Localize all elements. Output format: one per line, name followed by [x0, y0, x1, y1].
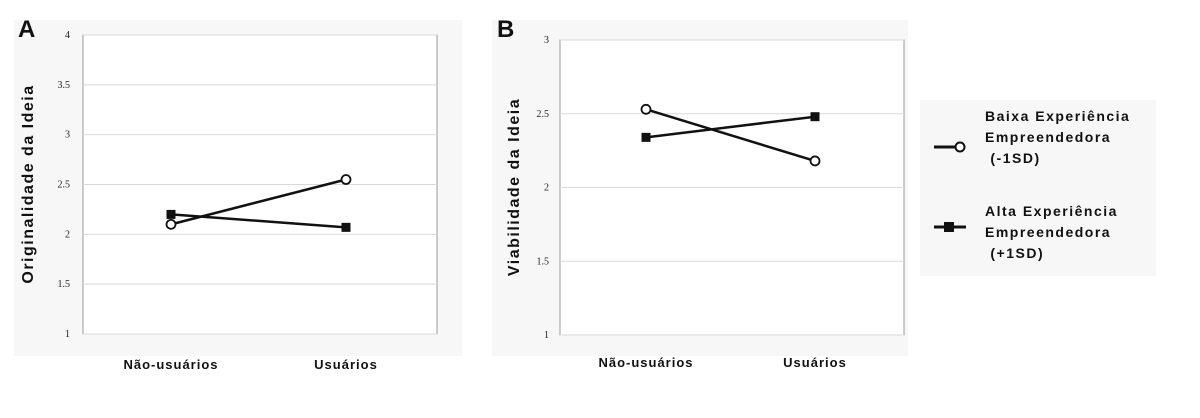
legend-low-line-3: (-1SD) [985, 150, 1041, 166]
legend-low-line-1: Baixa Experiência [985, 108, 1130, 124]
panel-a-x-tick-labels: Não-usuários Usuários [123, 357, 378, 372]
y-tick-label: 2.5 [58, 180, 71, 191]
legend: Baixa Experiência Empreendedora (-1SD) A… [920, 100, 1156, 276]
y-tick-label: 3 [65, 130, 70, 141]
series-line-low-experience [645, 108, 816, 163]
y-tick-label: 1 [544, 330, 549, 341]
panel-b-letter: B [497, 16, 514, 43]
data-point-open-circle [165, 218, 177, 230]
data-point-filled-square [341, 222, 351, 232]
x-tick-label: Não-usuários [123, 357, 218, 372]
legend-high-line-1: Alta Experiência [985, 203, 1118, 219]
panel-a-series [165, 174, 352, 232]
y-tick-label: 1.5 [537, 256, 550, 267]
legend-high-line-3: (+1SD) [985, 245, 1044, 261]
panel-b-y-tick-labels: 1 1.5 2 2.5 3 [537, 35, 550, 341]
y-tick-label: 3.5 [58, 80, 71, 91]
panel-a-y-tick-labels: 1 1.5 2 2.5 3 3.5 4 [58, 30, 71, 340]
x-tick-label: Não-usuários [598, 355, 693, 370]
y-tick-label: 1.5 [58, 279, 71, 290]
legend-item-high-experience: Alta Experiência Empreendedora (+1SD) [934, 203, 1118, 261]
panel-b-gridlines [560, 39, 904, 336]
data-point-open-circle [809, 155, 821, 167]
data-point-open-circle [340, 174, 352, 185]
legend-item-low-experience: Baixa Experiência Empreendedora (-1SD) [934, 108, 1130, 166]
panel-a-gridlines [83, 34, 437, 335]
data-point-filled-square [810, 112, 820, 122]
legend-open-circle-marker [954, 141, 966, 153]
legend-low-line-2: Empreendedora [985, 129, 1111, 145]
y-tick-label: 2 [65, 229, 70, 240]
y-tick-label: 4 [65, 30, 70, 41]
y-tick-label: 1 [65, 329, 70, 340]
panel-a-letter: A [18, 16, 35, 43]
legend-background [920, 100, 1156, 276]
series-line-high-experience [170, 213, 347, 229]
panel-b-x-tick-labels: Não-usuários Usuários [598, 355, 847, 370]
panel-b-series [640, 103, 821, 167]
y-tick-label: 2.5 [537, 109, 550, 120]
panel-a-chart: A 1 1.5 2 2.5 3 3.5 4 Não-usuários Usuários Ori… [14, 16, 462, 372]
data-point-filled-square [641, 132, 651, 142]
series-line-high-experience [645, 115, 816, 139]
panel-a-y-axis-label: Originalidade da Ideia [20, 84, 37, 283]
legend-high-line-2: Empreendedora [985, 224, 1111, 240]
x-tick-label: Usuários [783, 355, 847, 370]
panel-b-y-axis-label: Viabilidade da Ideia [506, 98, 523, 276]
y-tick-label: 2 [544, 183, 549, 194]
x-tick-label: Usuários [314, 357, 378, 372]
data-point-filled-square [166, 209, 176, 219]
panel-b-chart: B 1 1.5 2 2.5 3 Não-usuários Usuários Viabili… [492, 16, 908, 370]
data-point-open-circle [640, 103, 652, 115]
legend-filled-square-marker [944, 222, 954, 232]
y-tick-label: 3 [544, 35, 549, 46]
